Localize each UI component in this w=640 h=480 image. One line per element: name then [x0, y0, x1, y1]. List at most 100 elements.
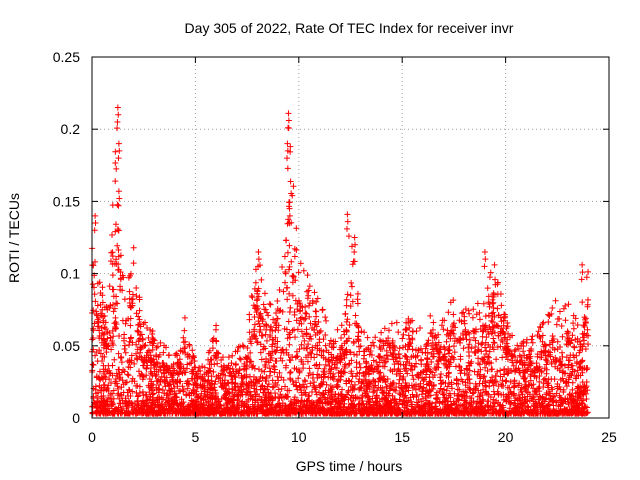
data-point — [502, 311, 509, 318]
data-point — [329, 359, 336, 366]
data-point — [490, 305, 497, 312]
data-point — [370, 409, 377, 416]
data-point — [145, 334, 152, 341]
data-point — [122, 320, 129, 327]
data-point — [474, 300, 481, 307]
data-point — [440, 326, 447, 333]
data-point — [448, 327, 455, 334]
data-point — [413, 393, 420, 400]
data-point — [349, 283, 356, 290]
data-point — [525, 353, 532, 360]
data-point — [348, 243, 355, 250]
data-point — [424, 340, 431, 347]
data-point — [445, 333, 452, 340]
data-point — [115, 188, 122, 195]
data-point — [187, 401, 194, 408]
data-point — [405, 387, 412, 394]
data-point — [307, 320, 314, 327]
data-point — [402, 343, 409, 350]
data-point — [278, 394, 285, 401]
data-point — [486, 274, 493, 281]
data-point — [318, 352, 325, 359]
data-point — [164, 380, 171, 387]
data-point — [228, 372, 235, 379]
data-point — [218, 409, 225, 416]
data-point — [154, 343, 161, 350]
data-point — [315, 318, 322, 325]
y-tick-label: 0.2 — [61, 121, 81, 137]
data-point — [367, 399, 374, 406]
data-point — [114, 125, 121, 132]
data-point — [520, 348, 527, 355]
data-point — [251, 328, 258, 335]
data-point — [469, 390, 476, 397]
data-point — [205, 398, 212, 405]
data-point — [453, 380, 460, 387]
data-point — [287, 369, 294, 376]
data-point — [584, 296, 591, 303]
data-point — [536, 378, 543, 385]
data-point — [335, 395, 342, 402]
data-point — [331, 410, 338, 417]
data-point — [92, 352, 99, 359]
data-point — [117, 374, 124, 381]
data-point — [146, 348, 153, 355]
data-point — [300, 267, 307, 274]
data-point — [244, 344, 251, 351]
data-point — [148, 370, 155, 377]
data-point — [451, 349, 458, 356]
data-point — [370, 389, 377, 396]
data-point — [181, 327, 188, 334]
data-point — [430, 319, 437, 326]
data-point — [101, 330, 108, 337]
data-point — [485, 293, 492, 300]
data-point — [195, 410, 202, 417]
data-point — [286, 341, 293, 348]
data-point — [259, 408, 266, 415]
data-point — [393, 319, 400, 326]
data-point — [396, 398, 403, 405]
data-point — [467, 401, 474, 408]
data-point — [139, 336, 146, 343]
data-point — [231, 392, 238, 399]
data-point — [133, 350, 140, 357]
data-point — [564, 328, 571, 335]
data-point — [97, 350, 104, 357]
data-point — [319, 306, 326, 313]
data-point — [484, 368, 491, 375]
data-point — [240, 343, 247, 350]
data-point — [115, 227, 122, 234]
data-point — [263, 401, 270, 408]
data-point — [469, 408, 476, 415]
data-point — [408, 410, 415, 417]
y-tick-label: 0 — [72, 410, 80, 426]
data-point — [109, 362, 116, 369]
data-point — [182, 369, 189, 376]
data-point — [343, 378, 350, 385]
data-point — [133, 310, 140, 317]
plot-frame — [91, 56, 610, 419]
data-point — [242, 365, 249, 372]
data-point — [315, 398, 322, 405]
data-point — [129, 291, 136, 298]
data-point — [581, 322, 588, 329]
data-point — [413, 328, 420, 335]
data-point — [402, 325, 409, 332]
data-point — [198, 390, 205, 397]
data-point — [490, 324, 497, 331]
data-point — [376, 344, 383, 351]
data-point — [490, 339, 497, 346]
data-point — [125, 398, 132, 405]
data-point — [381, 359, 388, 366]
data-point — [155, 409, 162, 416]
data-point — [385, 327, 392, 334]
data-point — [228, 360, 235, 367]
data-point — [116, 333, 123, 340]
data-point — [559, 333, 566, 340]
data-point — [352, 241, 359, 248]
data-point — [168, 403, 175, 410]
data-point — [478, 341, 485, 348]
data-point — [386, 402, 393, 409]
data-point — [232, 374, 239, 381]
data-point — [305, 341, 312, 348]
